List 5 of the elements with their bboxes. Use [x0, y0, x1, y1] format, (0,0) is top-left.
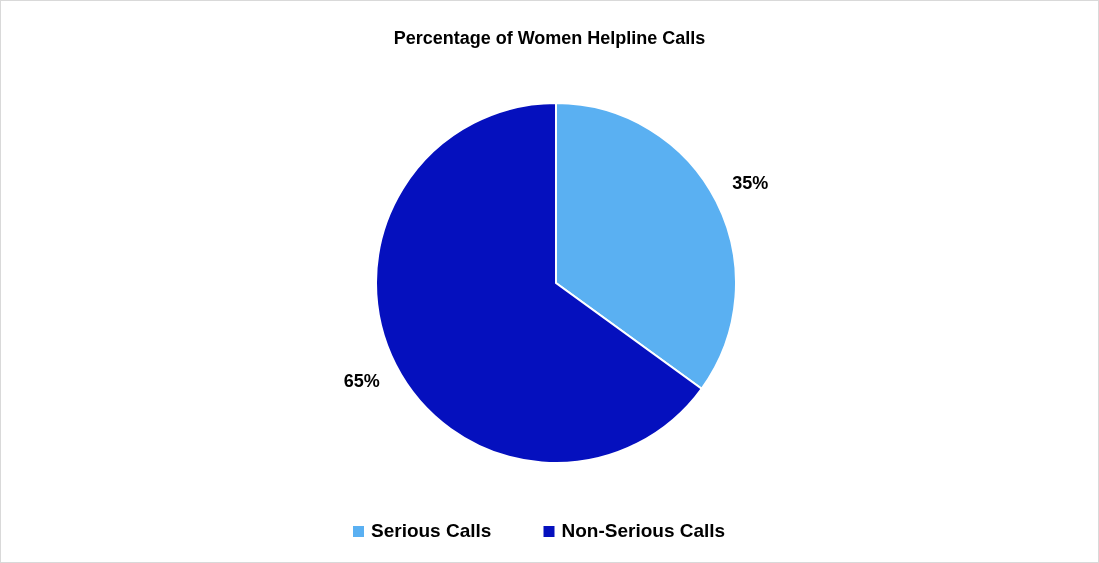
legend-label: Serious Calls: [371, 520, 492, 542]
data-label: 35%: [732, 172, 769, 193]
data-label: 65%: [343, 370, 380, 391]
chart-title: Percentage of Women Helpline Calls: [393, 28, 706, 48]
legend-label: Non-Serious Calls: [561, 520, 726, 542]
